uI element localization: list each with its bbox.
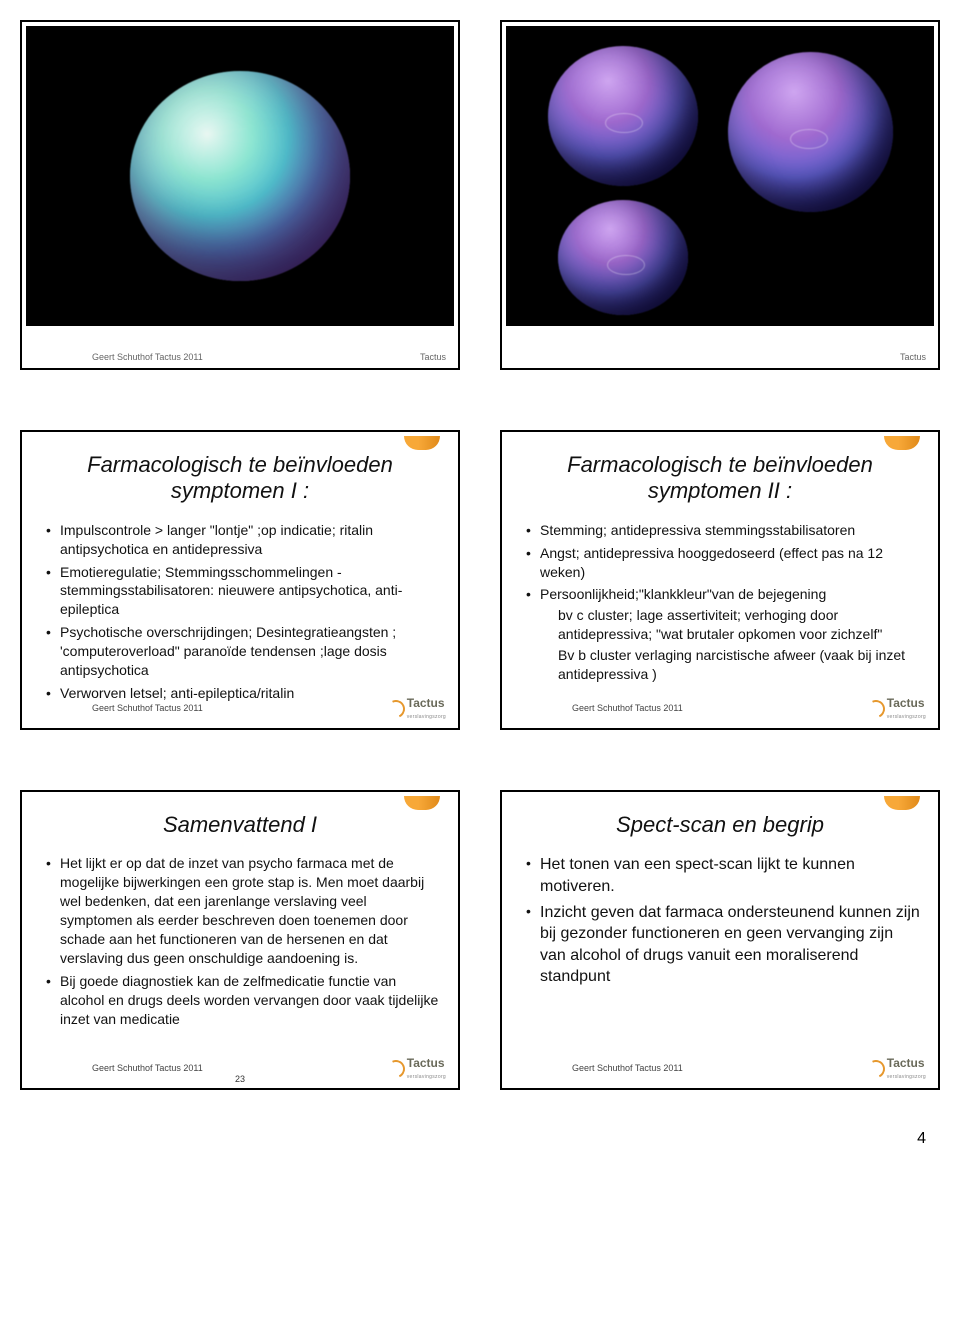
swirl-icon (387, 701, 403, 715)
accent-icon (884, 796, 920, 810)
accent-icon (404, 436, 440, 450)
brand-sub: verslavingszorg (407, 1074, 446, 1080)
accent-icon (884, 436, 920, 450)
list-item: Inzicht geven dat farmaca ondersteunend … (526, 902, 922, 988)
brand-name: Tactus (887, 696, 925, 710)
bullet-text: Inzicht geven dat farmaca ondersteunend … (540, 904, 920, 986)
slide-title: Spect-scan en begrip (516, 812, 924, 838)
swirl-icon (867, 1061, 883, 1075)
brand-sub: verslavingszorg (887, 1074, 926, 1080)
bullet-list: Stemming; antidepressiva stemmingsstabil… (510, 521, 930, 684)
list-item: Psychotische overschrijdingen; Desintegr… (46, 623, 442, 680)
page-number: 4 (10, 1100, 950, 1158)
tactus-logo: Tactus verslavingszorg (867, 696, 926, 720)
brand-name: Tactus (420, 352, 446, 362)
slide-title: Farmacologisch te beïnvloeden symptomen … (36, 452, 444, 505)
slide-page-number: 23 (235, 1074, 245, 1084)
brand-sub: verslavingszorg (407, 714, 446, 720)
tactus-logo: Tactus verslavingszorg (387, 696, 446, 720)
footer-credit: Geert Schuthof Tactus 2011 (572, 1063, 683, 1073)
bullet-text: Impulscontrole > langer "lontje" ;op ind… (60, 522, 373, 557)
slides-grid: Geert Schuthof Tactus 2011 Tactus . Tact… (10, 10, 950, 1100)
footer-credit: Geert Schuthof Tactus 2011 (572, 703, 683, 713)
brain-blob-icon (558, 200, 688, 315)
brain-slide-right: . Tactus (500, 20, 940, 370)
brain-image-right (506, 26, 934, 326)
footer-credit: Geert Schuthof Tactus 2011 (92, 1063, 203, 1073)
slide-footer: Geert Schuthof Tactus 2011 Tactus versla… (502, 696, 938, 720)
sub-bullet: Bv b cluster verlaging narcistische afwe… (540, 646, 922, 684)
brand-sub: verslavingszorg (887, 714, 926, 720)
list-item: Het lijkt er op dat de inzet van psycho … (46, 854, 442, 967)
bullet-text: Het tonen van een spect-scan lijkt te ku… (540, 856, 855, 895)
brain-blob-icon (548, 46, 698, 186)
list-item: Stemming; antidepressiva stemmingsstabil… (526, 521, 922, 540)
bullet-text: Persoonlijkheid;"klankkleur"van de bejeg… (540, 586, 826, 602)
slide-footer: Geert Schuthof Tactus 2011 Tactus (22, 352, 458, 362)
slide-samenvattend: Samenvattend I Het lijkt er op dat de in… (20, 790, 460, 1090)
brain-image-left (26, 26, 454, 326)
accent-icon (404, 796, 440, 810)
list-item: Bij goede diagnostiek kan de zelfmedicat… (46, 972, 442, 1029)
brand-name: Tactus (407, 1056, 445, 1070)
bullet-text: Emotieregulatie; Stemmingsschommelingen … (60, 564, 402, 618)
bullet-text: Bij goede diagnostiek kan de zelfmedicat… (60, 973, 438, 1027)
bullet-list: Impulscontrole > langer "lontje" ;op ind… (30, 521, 450, 703)
slide-footer: Geert Schuthof Tactus 2011 Tactus versla… (502, 1056, 938, 1080)
list-item: Impulscontrole > langer "lontje" ;op ind… (46, 521, 442, 559)
slide-title: Samenvattend I (36, 812, 444, 838)
brand-name: Tactus (407, 696, 445, 710)
list-item: Angst; antidepressiva hooggedoseerd (eff… (526, 544, 922, 582)
slide-title: Farmacologisch te beïnvloeden symptomen … (516, 452, 924, 505)
slide-spectscan: Spect-scan en begrip Het tonen van een s… (500, 790, 940, 1090)
footer-credit: Geert Schuthof Tactus 2011 (92, 352, 203, 362)
swirl-icon (387, 1061, 403, 1075)
brain-blob-icon (728, 52, 893, 212)
sub-bullet: bv c cluster; lage assertiviteit; verhog… (540, 606, 922, 644)
brand-name: Tactus (887, 1056, 925, 1070)
bullet-text: Psychotische overschrijdingen; Desintegr… (60, 624, 396, 678)
footer-credit: Geert Schuthof Tactus 2011 (92, 703, 203, 713)
brain-slide-left: Geert Schuthof Tactus 2011 Tactus (20, 20, 460, 370)
slide-farm2: Farmacologisch te beïnvloeden symptomen … (500, 430, 940, 730)
bullet-text: Angst; antidepressiva hooggedoseerd (eff… (540, 545, 883, 580)
list-item: Persoonlijkheid;"klankkleur"van de bejeg… (526, 585, 922, 683)
tactus-logo: Tactus verslavingszorg (867, 1056, 926, 1080)
list-item: Emotieregulatie; Stemmingsschommelingen … (46, 563, 442, 620)
list-item: Het tonen van een spect-scan lijkt te ku… (526, 854, 922, 897)
bullet-text: Het lijkt er op dat de inzet van psycho … (60, 855, 424, 965)
slide-footer: Geert Schuthof Tactus 2011 Tactus versla… (22, 696, 458, 720)
slide-footer: . Tactus (502, 352, 938, 362)
swirl-icon (867, 701, 883, 715)
bullet-list: Het tonen van een spect-scan lijkt te ku… (510, 854, 930, 988)
slide-farm1: Farmacologisch te beïnvloeden symptomen … (20, 430, 460, 730)
tactus-logo: Tactus (420, 352, 446, 362)
tactus-logo: Tactus (900, 352, 926, 362)
bullet-text: Stemming; antidepressiva stemmingsstabil… (540, 522, 855, 538)
brand-name: Tactus (900, 352, 926, 362)
bullet-list: Het lijkt er op dat de inzet van psycho … (30, 854, 450, 1028)
brain-blob-icon (130, 71, 350, 281)
tactus-logo: Tactus verslavingszorg (387, 1056, 446, 1080)
